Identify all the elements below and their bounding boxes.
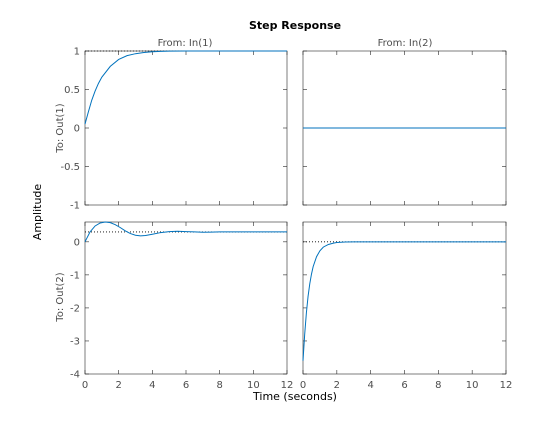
response-line-r2c1 — [84, 221, 287, 243]
x-tick-label-r2c2-3: 6 — [401, 380, 407, 391]
column-label-in2: From: In(2) — [378, 38, 433, 49]
panel-r1c1: 1 0.5 0 -0.5 -1 — [60, 47, 288, 212]
response-line-r2c2 — [302, 241, 506, 361]
panel-frame-r2c2 — [302, 221, 507, 375]
y-tick-label-r1c1-3: -0.5 — [60, 162, 80, 173]
x-tick-label-r2c2-2: 4 — [367, 380, 373, 391]
x-tick-label-r2c1-0: 0 — [82, 380, 88, 391]
y-tick-label-r2c1-4: -4 — [70, 370, 80, 381]
x-tick-label-r2c1-3: 6 — [183, 380, 189, 391]
y-tick-label-r2c1-1: -1 — [70, 270, 80, 281]
y-tick-label-r1c1-1: 0.5 — [64, 85, 80, 96]
y-tick-label-r2c1-0: 0 — [74, 237, 80, 248]
panel-frame-r1c1 — [84, 50, 288, 206]
x-tick-label-r2c1-1: 2 — [115, 380, 121, 391]
x-tick-label-r2c1-2: 4 — [149, 380, 155, 391]
x-tick-label-r2c2-6: 12 — [500, 380, 513, 391]
x-axis-title: Time (seconds) — [252, 390, 337, 403]
column-label-in1: From: In(1) — [158, 38, 213, 49]
panel-r2c2: 0 2 4 6 8 10 12 — [300, 221, 513, 391]
row-label-out1: To: Out(1) — [55, 103, 66, 153]
y-tick-label-r1c1-0: 1 — [74, 47, 80, 58]
y-axis-title: Amplitude — [31, 184, 44, 241]
panel-frame-r2c1 — [84, 221, 288, 375]
panel-grid: 10.50-0.5-10 2 4 6 8 10 120-1-2-3-40 2 4 6 8 10 12 — [60, 47, 512, 392]
panel-r2c1: 0 2 4 6 8 10 12 0 -1 -2 -3 -4 — [70, 221, 294, 391]
x-tick-label-r2c1-6: 12 — [281, 380, 294, 391]
x-tick-label-r2c2-4: 8 — [435, 380, 441, 391]
x-tick-label-r2c1-4: 8 — [216, 380, 222, 391]
chart-title: Step Response — [249, 19, 341, 32]
row-label-out2: To: Out(2) — [55, 272, 66, 322]
panel-r1c2 — [302, 50, 507, 206]
y-tick-label-r2c1-2: -2 — [70, 303, 80, 314]
y-tick-label-r2c1-3: -3 — [70, 336, 80, 347]
x-tick-label-r2c2-5: 10 — [466, 380, 479, 391]
x-tick-label-r2c2-0: 0 — [300, 380, 306, 391]
x-tick-label-r2c1-5: 10 — [247, 380, 260, 391]
y-tick-label-r1c1-4: -1 — [70, 201, 80, 212]
response-line-r1c1 — [84, 50, 287, 125]
x-tick-label-r2c2-1: 2 — [334, 380, 340, 391]
y-tick-label-r1c1-2: 0 — [74, 124, 80, 135]
